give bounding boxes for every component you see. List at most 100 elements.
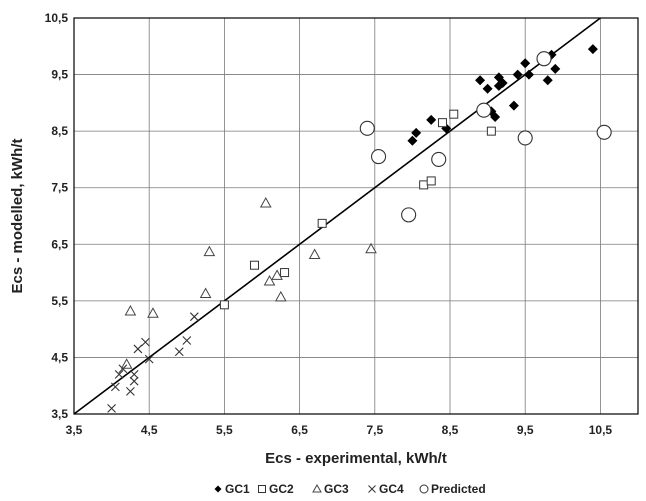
x-tick-label: 7,5 (366, 423, 383, 437)
point-gc2 (219, 300, 229, 310)
y-tick-label: 3,5 (51, 407, 68, 421)
point-gc4 (144, 354, 154, 364)
point-gc1 (550, 63, 561, 74)
y-tick-label: 4,5 (51, 350, 68, 364)
point-gc3 (124, 305, 137, 316)
y-tick-label: 7,5 (51, 181, 68, 195)
point-gc2 (280, 268, 290, 278)
point-gc4 (126, 386, 135, 396)
point-gc1 (482, 83, 493, 94)
point-gc1 (475, 75, 486, 86)
point-gc1 (497, 78, 508, 89)
x-tick-label: 8,5 (442, 423, 459, 437)
x-tick-label: 6,5 (291, 423, 308, 437)
point-gc4 (118, 364, 128, 374)
point-gc1 (520, 58, 531, 69)
legend-marker (368, 485, 376, 493)
point-gc1 (508, 100, 519, 111)
x-tick-label: 5,5 (216, 423, 233, 437)
point-gc3 (120, 358, 133, 369)
point-gc4 (133, 344, 143, 354)
legend-item-predicted: Predicted (419, 482, 486, 496)
y-tick-labels: 3,5 4,5 5,5 6,5 7,5 8,5 9,5 10,5 (45, 11, 69, 421)
y-axis-title: Ecs - modelled, kWh/t (9, 138, 26, 293)
legend-item-gc1: GC1 (214, 482, 250, 496)
point-gc4 (110, 382, 120, 392)
point-gc2 (437, 118, 447, 128)
point-gc1 (407, 135, 418, 146)
point-gc4 (129, 370, 139, 379)
point-gc1 (587, 44, 598, 55)
point-gc3 (147, 307, 159, 318)
point-gc3 (203, 245, 216, 257)
point-predicted (517, 130, 533, 146)
y-tick-label: 8,5 (51, 124, 68, 138)
x-tick-label: 10,5 (589, 423, 613, 437)
series-gc4 (107, 312, 199, 413)
x-tick-label: 3,5 (66, 423, 83, 437)
x-axis-title: Ecs - experimental, kWh/t (265, 450, 447, 467)
point-gc4 (174, 347, 184, 357)
y-tick-label: 10,5 (45, 11, 69, 25)
point-gc4 (141, 337, 150, 347)
point-predicted (359, 120, 375, 136)
point-predicted (371, 149, 387, 165)
plot-frame (73, 17, 639, 415)
legend: GC1 GC2 GC3 GC4 Predicted (214, 482, 486, 496)
series-gc3 (120, 196, 377, 369)
point-gc4 (182, 336, 192, 345)
x-tick-label: 4,5 (141, 423, 158, 437)
point-gc3 (274, 290, 287, 302)
point-predicted (431, 151, 447, 167)
y-tick-label: 5,5 (51, 294, 68, 308)
point-gc3 (263, 275, 276, 286)
point-gc1 (542, 75, 553, 86)
reference-line (73, 17, 601, 415)
series-predicted (359, 51, 612, 223)
point-gc3 (259, 196, 272, 208)
point-gc2 (317, 218, 327, 228)
point-gc2 (419, 180, 429, 190)
point-gc4 (107, 403, 116, 413)
point-gc4 (129, 376, 139, 386)
point-gc1 (490, 112, 501, 122)
y-tick-label: 6,5 (51, 237, 68, 251)
point-gc3 (365, 242, 377, 254)
legend-label: Predicted (431, 482, 486, 496)
legend-label: GC3 (324, 482, 349, 496)
legend-label: GC2 (269, 482, 294, 496)
point-gc1 (426, 114, 437, 125)
point-gc3 (199, 287, 212, 299)
data-points (107, 44, 612, 413)
series-gc2 (219, 109, 496, 310)
point-gc3 (271, 269, 283, 280)
legend-marker (214, 485, 222, 493)
legend-marker (419, 484, 429, 494)
point-gc4 (189, 312, 199, 322)
legend-item-gc4: GC4 (368, 482, 404, 496)
point-predicted (536, 51, 552, 67)
legend-item-gc3: GC3 (312, 482, 349, 496)
point-gc2 (249, 260, 259, 270)
point-gc2 (426, 176, 436, 186)
legend-marker (258, 485, 266, 493)
point-gc4 (114, 370, 124, 379)
legend-item-gc2: GC2 (258, 482, 294, 496)
legend-label: GC1 (225, 482, 250, 496)
point-predicted (596, 124, 612, 140)
x-tick-labels: 3,5 4,5 5,5 6,5 7,5 8,5 9,5 10,5 (66, 423, 613, 437)
point-gc1 (512, 69, 523, 80)
legend-label: GC4 (379, 482, 404, 496)
point-predicted (476, 102, 492, 118)
point-gc1 (411, 127, 422, 138)
x-tick-label: 9,5 (517, 423, 534, 437)
y-tick-label: 9,5 (51, 68, 68, 82)
point-predicted (401, 207, 417, 223)
point-gc3 (308, 248, 321, 259)
point-gc2 (486, 126, 496, 136)
legend-marker (312, 483, 322, 493)
point-gc1 (523, 69, 534, 80)
point-gc2 (449, 109, 459, 119)
